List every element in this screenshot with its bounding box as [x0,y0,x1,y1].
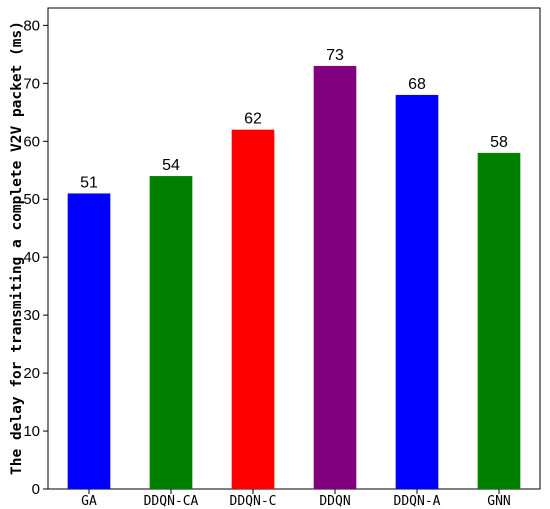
bar-value-label: 62 [244,111,262,128]
bar [395,94,439,490]
y-tick-label: 10 [23,423,40,440]
bar-value-label: 68 [408,76,426,93]
bar [149,176,193,489]
y-tick-label: 70 [23,75,40,92]
x-tick-label: GA [81,494,97,509]
y-tick-label: 60 [23,133,40,150]
bar [67,193,111,489]
bar-value-label: 58 [490,134,508,151]
y-tick-label: 0 [32,481,40,498]
y-axis-label: The delay for transmiting a complete V2V… [9,21,25,475]
x-tick-label: DDQN [319,494,350,509]
bar [313,65,357,489]
bar-value-label: 73 [326,47,344,64]
x-tick-label: DDQN-C [230,494,277,509]
y-tick-label: 50 [23,191,40,208]
x-tick-label: GNN [487,494,510,509]
bar-value-label: 51 [80,174,98,191]
x-tick-label: DDQN-CA [144,494,199,509]
y-tick-label: 40 [23,249,40,266]
plot-area [47,7,541,490]
x-tick-label: DDQN-A [394,494,441,509]
y-tick-label: 30 [23,307,40,324]
bar-value-label: 54 [162,157,180,174]
value-labels: 51 54 62 73 68 58 [80,47,508,191]
y-tick-label: 20 [23,365,40,382]
bar [231,129,275,489]
y-tick-label: 80 [23,17,40,34]
y-axis: 0 10 20 30 40 50 60 70 80 [23,17,48,498]
bar [477,152,521,489]
x-axis: GA DDQN-CA DDQN-C DDQN DDQN-A GNN [81,489,511,509]
bars [67,65,521,490]
